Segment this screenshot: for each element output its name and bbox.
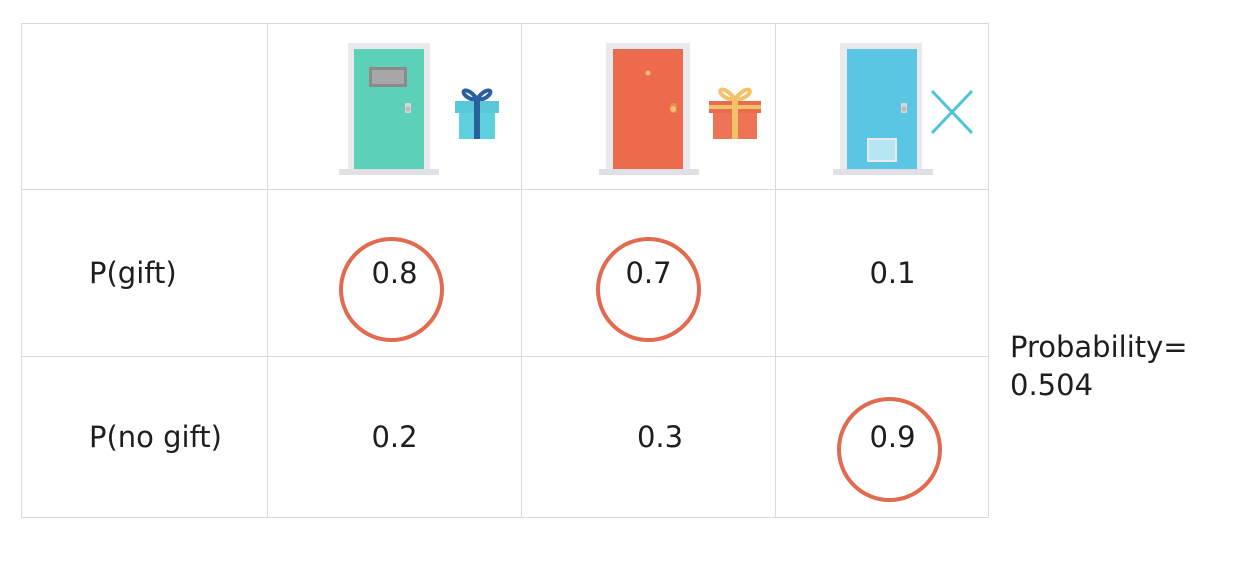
table-border-right <box>988 23 989 518</box>
door-step <box>339 169 439 175</box>
table-divider <box>775 23 776 518</box>
mail-slot <box>867 138 897 162</box>
door-step <box>599 169 699 175</box>
probability-value: 0.504 <box>1010 368 1094 402</box>
cross-icon <box>930 89 974 135</box>
table-divider <box>521 23 522 518</box>
probability-result: Probability= 0.504 <box>1010 328 1188 404</box>
cell-p-no-gift-door3: 0.9 <box>869 420 916 454</box>
highlight-circle <box>596 237 701 342</box>
table-border-bottom <box>21 517 989 518</box>
probability-table: P(gift) 0.8 0.7 0.1 P(no gift) 0.2 0.3 0… <box>21 23 989 518</box>
cell-p-gift-door3: 0.1 <box>869 256 916 290</box>
orange-door-gift-illustration <box>599 43 761 175</box>
blue-door-nogift-illustration <box>833 43 974 175</box>
table-divider <box>267 23 268 518</box>
cell-p-gift-door1: 0.8 <box>371 256 418 290</box>
row-label-p-no-gift: P(no gift) <box>89 420 222 454</box>
table-border-left <box>21 23 22 518</box>
table-divider <box>21 356 989 357</box>
row-label-p-gift: P(gift) <box>89 256 177 290</box>
highlight-circle <box>837 397 942 502</box>
cell-p-no-gift-door2: 0.3 <box>636 420 684 454</box>
gift-icon <box>709 87 761 139</box>
cell-p-no-gift-door1: 0.2 <box>371 420 418 454</box>
teal-door-gift-illustration <box>339 43 499 175</box>
cell-p-gift-door2: 0.7 <box>625 256 672 290</box>
table-divider <box>21 189 989 190</box>
table-border-top <box>21 23 989 24</box>
highlight-circle <box>339 237 444 342</box>
probability-label: Probability= <box>1010 330 1188 364</box>
door-step <box>833 169 933 175</box>
gift-icon <box>455 88 499 139</box>
